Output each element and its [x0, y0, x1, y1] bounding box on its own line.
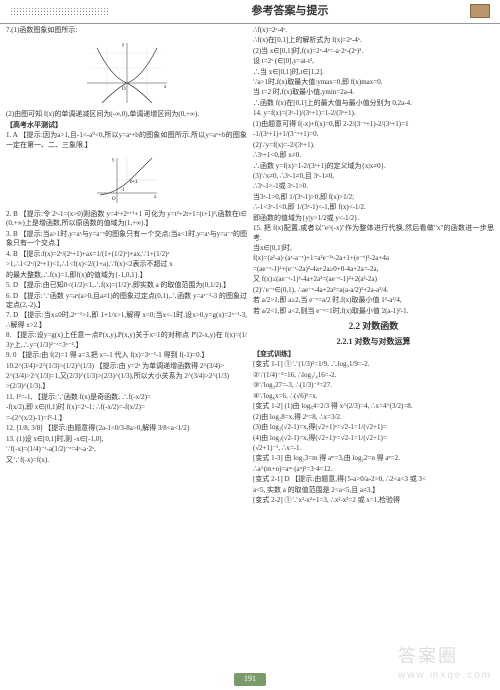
r14-6: ∴函数 y=f(x)=1-2/(3ˣ+1)的定义域为{x|x≠0}.: [253, 162, 494, 171]
svg-text:x: x: [154, 195, 157, 200]
r6: ∵a>1时,f(x)取最大值:ymax=0,即 f(x)max=0.: [253, 78, 494, 87]
v1-7: (3)由 log₂(√2-1)=x,得(√2+1)ˣ=√2-1=1/(√2+1)…: [253, 423, 494, 432]
watermark: 答案圈 www.mxqe.com: [398, 644, 492, 682]
a13-2: ∵f(-x)=(1/4)⁻ˣ-a(1/2)⁻ˣ=4ˣ-a·2ˣ,: [6, 445, 247, 454]
v1-6: (2)由 log₂8=x,得 2ˣ=8, ∴x=3/2.: [253, 413, 494, 422]
r14-4: (2)∵y=f(x)=-2/(3ˣ+1).: [253, 141, 494, 150]
q7-1: 7.(1)函数图象如图所示:: [6, 26, 247, 35]
graph-2: x y O b+1 1: [92, 153, 162, 208]
r2: ∴f(x)在[0,1]上的解析式为 f(x)=2ˣ-4ˣ.: [253, 36, 494, 45]
v1-9: (√2+1)⁻¹, ∴x=-1.: [253, 444, 494, 453]
v1-2: ②∵(1/4)⁻²=16, ∴log₁/₄16=-2.: [253, 371, 494, 380]
r15-3: f(x)=(a²-a)·(aˣ-a⁻ˣ)+1=a²e⁻²ˣ-2a+1+(e⁻ˣ)…: [253, 254, 494, 263]
a4-2: >1,∴1<2ˣ/(2ˣ+1)<1,∴1<f(x)<2/(1+a),∵f(x)<…: [6, 260, 247, 269]
content-area: 7.(1)函数图象如图所示: x y O (2)由图可知 f(x)的单调递减区间…: [0, 24, 500, 509]
subsection-2-2-1: 2.2.1 对数与对数运算: [253, 337, 494, 348]
svg-text:O: O: [122, 87, 126, 92]
a8: 8. 【提示:设y=g(x)上任意一点P(x,y),P(x,y)关于x=1的对称…: [6, 331, 247, 350]
v1-8: (4)由 log₂(√2-1)=x,得(√2+1)ˣ=√2-1=1/(√2+1)…: [253, 434, 494, 443]
header-dots: [10, 7, 110, 15]
svg-text:y: y: [122, 43, 125, 48]
v1-4: ④∵log₆x=6, ∴(√6)⁶=x.: [253, 392, 494, 401]
v1-5: [变式 1-2] (1)由 log₆4=2/3 得 x^(2/3)=4, ∴x=…: [253, 402, 494, 411]
r15-6: (2)∵e⁻ˣ∈(0,1), ∴ae⁻ˣ-4a+2a²=a(a-a/2)²+2a…: [253, 286, 494, 295]
svg-text:b+1: b+1: [130, 180, 138, 185]
r7: 当 t=2 时,f(x)取最小值,ymin=2a-4.: [253, 88, 494, 97]
r8: ∴函数 f(x)在[0,1]上的最大值与最小值分别为 0,2a-4.: [253, 99, 494, 108]
a10-3: >(2/3)^(1/3).】: [6, 382, 247, 391]
a11-2: -f(x/2),即 x∈(0,1)时 f(x)=2ˣ-1; ∴f(-x/2)=-…: [6, 403, 247, 412]
section-2-2: 2.2 对数函数: [253, 320, 494, 332]
r14-9: 当3ˣ-1>0,即 1/(3ˣ-1)>0,即 f(x)>1/2;: [253, 193, 494, 202]
v1-10: [变式 1-3] 由 log₃3=m 得 aᵐ=3,由 log₂2=n 得 aⁿ…: [253, 454, 494, 463]
page-header: 参考答案与提示: [0, 0, 500, 24]
v2-3: [变式 2-2] ①∵x²-x²+1=3, ∴x²-x²=2 或 x=1,检验得: [253, 496, 494, 505]
r1: ∴f(x)=2ˣ-4ˣ.: [253, 26, 494, 35]
a6: 6. D 【提示:∵函数 y=aˣ(a>0,且a≠1)的图象过定点(0,1),∴…: [6, 292, 247, 311]
r14-10: ∴-1<3ˣ-1<0,即 1/(3ˣ-1)<-1,即 f(x)<-1/2.: [253, 203, 494, 212]
r14-7: (3)∵x≠0, ∴3ˣ-1≠0,且 3ˣ-1≠0,: [253, 172, 494, 181]
r15-8: 若 a/2<1,即 a<2,则当 e⁻ˣ=1时,f(x)取最小值 2(a-1)²…: [253, 307, 494, 316]
a13-1: 13. (1)设 x∈[0,1]时,则 -x∈[-1,0],: [6, 435, 247, 444]
v1-3: ③∵log₃27=-3, ∴(1/3)⁻³=27.: [253, 381, 494, 390]
a10-1: 10.2^(3/4)>2^(1/3)>(1/2)^(1/3) 【提示:由 y=2…: [6, 362, 247, 371]
r14-8: ∴3ˣ-1>-1或 3ˣ-1>0.: [253, 182, 494, 191]
a4-1: 4. B 【提示:f(x)=2ˣ/(2ˣ+1)+ax=1/(1+(1/2)ˣ)+…: [6, 250, 247, 259]
v1-1: [变式 1-1] ①∵(1/3)²=1/9, ∴log₃1/9=-2.: [253, 360, 494, 369]
graph-1: x y O: [82, 38, 172, 108]
r4: 设 t=2ˣ (∈[0],y=at-t²,: [253, 57, 494, 66]
a5: 5. D 【提示:由已知0<(1/2)<1,∴f(x)=(1/2)ˣ,即实数 a…: [6, 281, 247, 290]
r3: (2)当 x∈[0,1]时,f(x)=2ˣ-4ˣ=-a·2ˣ-(2ˣ)².: [253, 47, 494, 56]
svg-text:y: y: [112, 158, 115, 163]
q7-2: (2)由图可知 f(x)的单调递减区间为(-∞,0),单调递增区间为(0,+∞)…: [6, 110, 247, 119]
a13-3: 又∵f(-x)=f(x).: [6, 456, 247, 465]
left-column: 7.(1)函数图象如图所示: x y O (2)由图可知 f(x)的单调递减区间…: [6, 26, 247, 507]
v2-2: a<5, 实数 a 的取值范围是 2<a<5,且 a≠3.】: [253, 486, 494, 495]
a12-1: 12. [1/8, 3/8] 【提示:由题意得{2a-1<0/3-8a>0,解得…: [6, 424, 247, 433]
a11-3: =-(2^(x/2)-1)=f²-1.】: [6, 414, 247, 423]
a11-1: 11. f²=-1, 【提示:∵函数 f(x)是奇函数, ∴f(-x/2)=: [6, 393, 247, 402]
a1: 1. A 【提示:因为a>1,且-1<-a⁰<0,所以y=aˣ+b的图象如图所示…: [6, 131, 247, 150]
wm-main: 答案圈: [398, 646, 458, 666]
r15-7: 若 a/2>1,即 a≥2,当 e⁻ˣ=a/2 时,f(x)取最小值 1²-a²…: [253, 296, 494, 305]
r14-5: ∴3ˣ+1<0,即 x≠0.: [253, 151, 494, 160]
v2-1: [变式 2-1] D 【提示:由题意,得{5-a>0/a-2>0, ∴2<a<3…: [253, 475, 494, 484]
page-number: 191: [234, 673, 266, 686]
svg-text:x: x: [164, 85, 167, 90]
wm-sub: www.mxqe.com: [398, 669, 492, 683]
r14-1: 14. y=f(x)=(3ˣ-1)/(3ˣ+1)=1-2/(3ˣ+1).: [253, 109, 494, 118]
r15-5: 又 f(x)≤(ae⁻ˣ-1)²-4a+2a²=(ae⁻ˣ-1)²+2(a²-2…: [253, 275, 494, 284]
train-head: 【变式训练】: [253, 350, 494, 359]
a9: 9. 0 【提示:由 f(2)=1 得 a=3,把 x=-1 代入 f(x)=3…: [6, 351, 247, 360]
a10-2: 2^(3/4)>2^(1/3)=1,又(2/3)^(1/3)>(2/3)^(1/…: [6, 372, 247, 381]
a3: 3. B 【提示:当a>1时,y=aˣ与y=a⁻ˣ的图象只有一个交点;当a<1时…: [6, 230, 247, 249]
r14-2: (1)由题意可得 f(-x)+f(x)=0,即 2-2/(3⁻ˣ+1)-2/(3…: [253, 120, 494, 129]
r5: ∴当 x∈[0,1]时,t∈[1,2].: [253, 68, 494, 77]
r15-1: 15. 把 f(x)配置,或者以"e^(-x)"作为整体进行代换,然后看做"x"…: [253, 224, 494, 243]
r15-4: =(ae⁻ˣ-1)²+(e⁻ˣ-2a)²-4a+2a≥0+0-4a+2a=-2a…: [253, 265, 494, 274]
test-head: 【高考水平测试】: [6, 121, 247, 130]
header-title: 参考答案与提示: [110, 4, 470, 19]
svg-text:1: 1: [122, 188, 125, 193]
r15-2: 当x∈[0,1]时,: [253, 244, 494, 253]
header-box: [470, 4, 490, 18]
r14-3: -1/(3ˣ+1)+1/(3⁻ˣ+1)=0.: [253, 130, 494, 139]
right-column: ∴f(x)=2ˣ-4ˣ. ∴f(x)在[0,1]上的解析式为 f(x)=2ˣ-4…: [253, 26, 494, 507]
a2: 2. B 【提示:令 2ˣ-1=(x>0)则函数 y=4ˣ+2ˣ⁺¹+1 可化为…: [6, 210, 247, 229]
a4-3: 的最大整数,∴f(x)=1,即f(x)的值域为{-1,0,1}.】: [6, 271, 247, 280]
v1-11: ∴a^(m+n)=aᵐ·(aⁿ)²=3·4=12.: [253, 465, 494, 474]
r14-11: 即函数的值域为{y|y>1/2或 y<-1/2}.: [253, 214, 494, 223]
svg-text:O: O: [112, 197, 116, 202]
a7: 7. D 【提示:当x≤0时,2ˣ⁻¹>1,即 1+1/x>1,解得 x<0;当…: [6, 311, 247, 330]
